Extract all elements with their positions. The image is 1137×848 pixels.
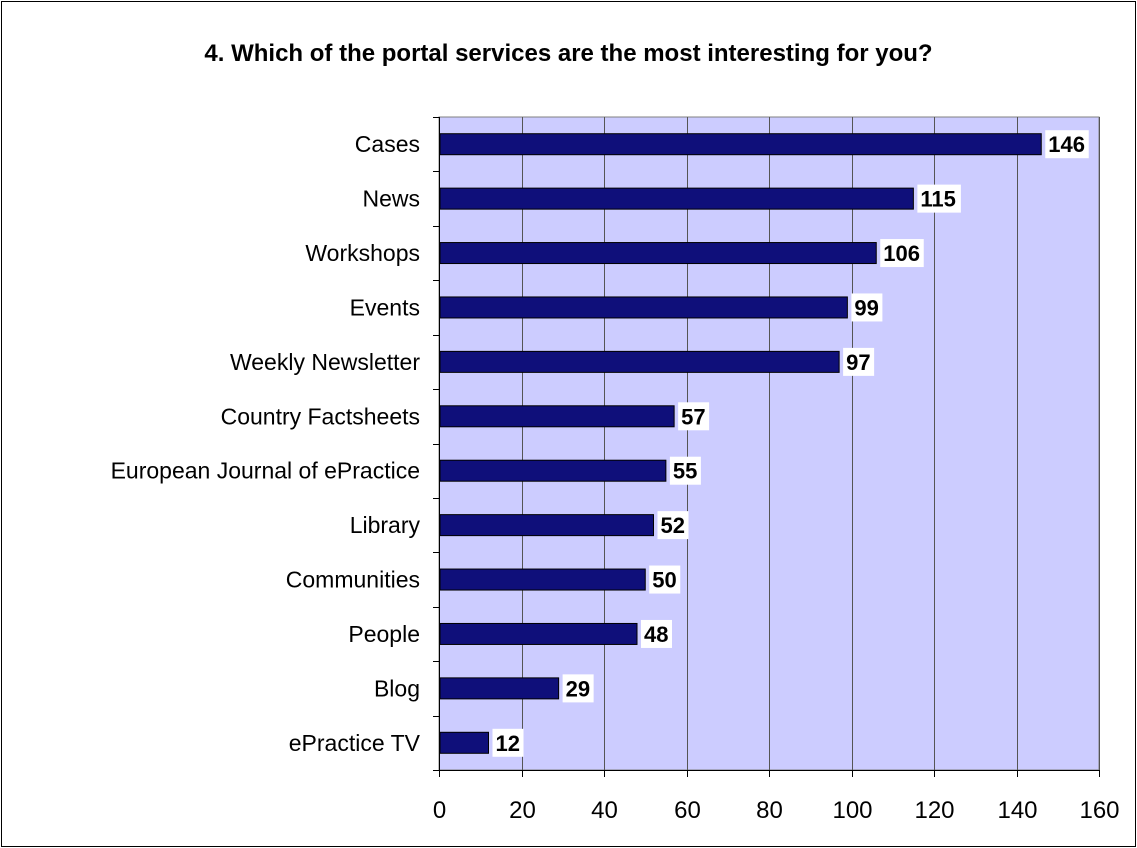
x-tick-label: 80 <box>756 797 783 824</box>
data-label-background <box>880 239 924 268</box>
category-label: Country Factsheets <box>221 403 420 429</box>
category-label: Cases <box>355 131 420 157</box>
data-label-background <box>917 184 961 213</box>
data-label: 99 <box>854 295 878 320</box>
data-label: 115 <box>920 187 956 212</box>
data-label-background <box>492 728 524 757</box>
data-label-background <box>649 565 681 594</box>
data-label: 97 <box>846 350 870 375</box>
bar-people <box>439 622 638 645</box>
data-label: 12 <box>496 731 520 756</box>
category-label: Blog <box>374 675 420 701</box>
bar-country-factsheets <box>439 405 675 428</box>
chart-title: 4. Which of the portal services are the … <box>204 40 933 67</box>
data-label: 50 <box>652 568 676 593</box>
x-tick-label: 0 <box>433 797 446 824</box>
x-tick-label: 20 <box>509 797 536 824</box>
data-label: 106 <box>883 241 920 266</box>
bar-european-journal-of-epractice <box>439 459 667 482</box>
bar-communities <box>439 568 646 591</box>
bar-news <box>439 187 914 210</box>
data-label-background <box>851 293 883 322</box>
category-label: Workshops <box>305 240 420 266</box>
bar-events <box>439 296 848 319</box>
category-label: Library <box>350 512 421 538</box>
data-label: 29 <box>566 676 590 701</box>
category-label: Weekly Newsletter <box>230 349 420 375</box>
data-label-background <box>1045 130 1089 159</box>
data-label: 146 <box>1048 132 1085 157</box>
bar-workshops <box>439 242 877 265</box>
data-label: 57 <box>681 404 705 429</box>
x-tick-label: 160 <box>1079 797 1119 824</box>
bar-cases <box>439 133 1042 156</box>
data-label-background <box>669 456 701 485</box>
x-tick-label: 60 <box>674 797 701 824</box>
bar-blog <box>439 677 560 700</box>
category-label: People <box>348 621 420 647</box>
data-label-background <box>562 674 594 703</box>
bar-library <box>439 514 654 537</box>
data-label: 55 <box>673 459 697 484</box>
category-label: Events <box>350 294 420 320</box>
category-label: News <box>362 186 420 212</box>
x-tick-label: 120 <box>914 797 954 824</box>
x-tick-label: 40 <box>591 797 618 824</box>
x-tick-label: 100 <box>832 797 872 824</box>
data-label-background <box>657 511 689 540</box>
data-label-background <box>678 402 710 431</box>
category-label: ePractice TV <box>289 730 421 756</box>
category-label: Communities <box>286 567 420 593</box>
data-label-background <box>843 347 875 376</box>
bar-epractice-tv <box>439 731 489 754</box>
data-label-background <box>641 619 672 648</box>
x-tick-label: 140 <box>997 797 1037 824</box>
data-label: 48 <box>644 622 668 647</box>
category-label: European Journal of ePractice <box>111 458 420 484</box>
data-label: 52 <box>661 513 685 538</box>
bar-weekly-newsletter <box>439 350 840 373</box>
